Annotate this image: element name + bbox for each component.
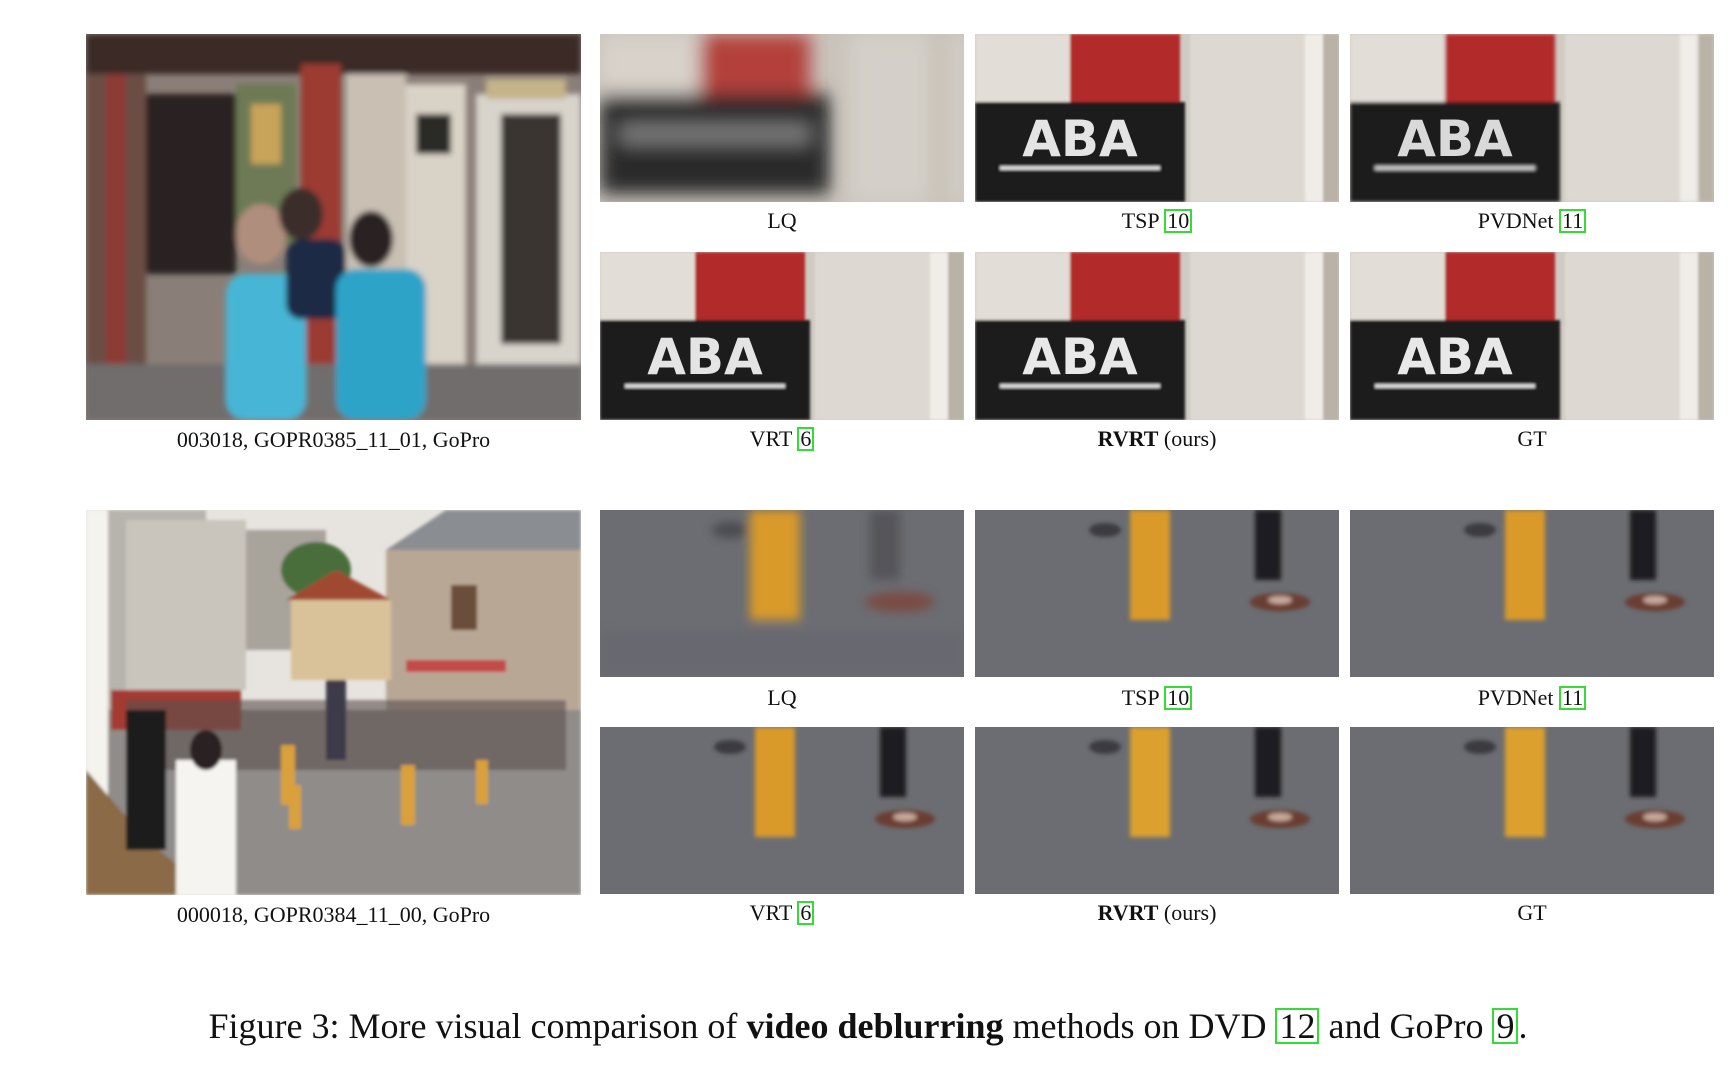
row2-crop-lq bbox=[600, 510, 964, 677]
row2-caption-rvrt: RVRT (ours) bbox=[1097, 900, 1217, 925]
svg-text:ABA: ABA bbox=[647, 328, 763, 386]
row1-caption-tsp: TSP 10 bbox=[975, 208, 1339, 234]
row2-crop-gt bbox=[1350, 727, 1714, 894]
svg-text:ABA: ABA bbox=[1397, 328, 1513, 386]
row2-crop-vrt bbox=[600, 727, 964, 894]
row1-main-caption: 003018, GOPR0385_11_01, GoPro bbox=[176, 427, 491, 452]
row1-caption-gt: GT bbox=[1517, 426, 1547, 451]
figure-caption: Figure 3: More visual comparison of vide… bbox=[208, 1006, 1528, 1046]
row1-crop-pvdnet: ABA bbox=[1350, 34, 1714, 202]
row1-caption-lq: LQ bbox=[767, 208, 797, 233]
row2-crop-rvrt bbox=[975, 727, 1339, 894]
row2-caption-lq: LQ bbox=[767, 685, 797, 710]
row2-caption-vrt: VRT 6 bbox=[600, 900, 964, 926]
row2-caption-tsp: TSP 10 bbox=[975, 685, 1339, 711]
citation-ref[interactable]: 9 bbox=[1492, 1008, 1519, 1044]
row2-main-caption: 000018, GOPR0384_11_00, GoPro bbox=[176, 902, 491, 927]
svg-text:ABA: ABA bbox=[1022, 110, 1138, 168]
citation-ref[interactable]: 10 bbox=[1164, 209, 1193, 233]
citation-ref[interactable]: 10 bbox=[1164, 686, 1193, 710]
row2-caption-gt: GT bbox=[1517, 900, 1547, 925]
row2-crop-pvdnet bbox=[1350, 510, 1714, 677]
citation-ref[interactable]: 11 bbox=[1559, 209, 1587, 233]
row1-crop-tsp: ABA bbox=[975, 34, 1339, 202]
row1-caption-pvdnet: PVDNet 11 bbox=[1350, 208, 1714, 234]
citation-ref[interactable]: 6 bbox=[797, 901, 815, 925]
row2-caption-pvdnet: PVDNet 11 bbox=[1350, 685, 1714, 711]
citation-ref[interactable]: 12 bbox=[1275, 1008, 1320, 1044]
row1-caption-vrt: VRT 6 bbox=[600, 426, 964, 452]
citation-ref[interactable]: 11 bbox=[1559, 686, 1587, 710]
row1-crop-rvrt: ABA bbox=[975, 252, 1339, 420]
row1-crop-vrt: ABA bbox=[600, 252, 964, 420]
svg-text:ABA: ABA bbox=[1397, 110, 1513, 168]
row1-crop-lq bbox=[600, 34, 964, 202]
citation-ref[interactable]: 6 bbox=[797, 427, 815, 451]
row2-main-image bbox=[86, 510, 581, 895]
row1-crop-gt: ABA bbox=[1350, 252, 1714, 420]
row1-main-image bbox=[86, 34, 581, 420]
svg-text:ABA: ABA bbox=[1022, 328, 1138, 386]
row2-crop-tsp bbox=[975, 510, 1339, 677]
row1-caption-rvrt: RVRT (ours) bbox=[1097, 426, 1217, 451]
